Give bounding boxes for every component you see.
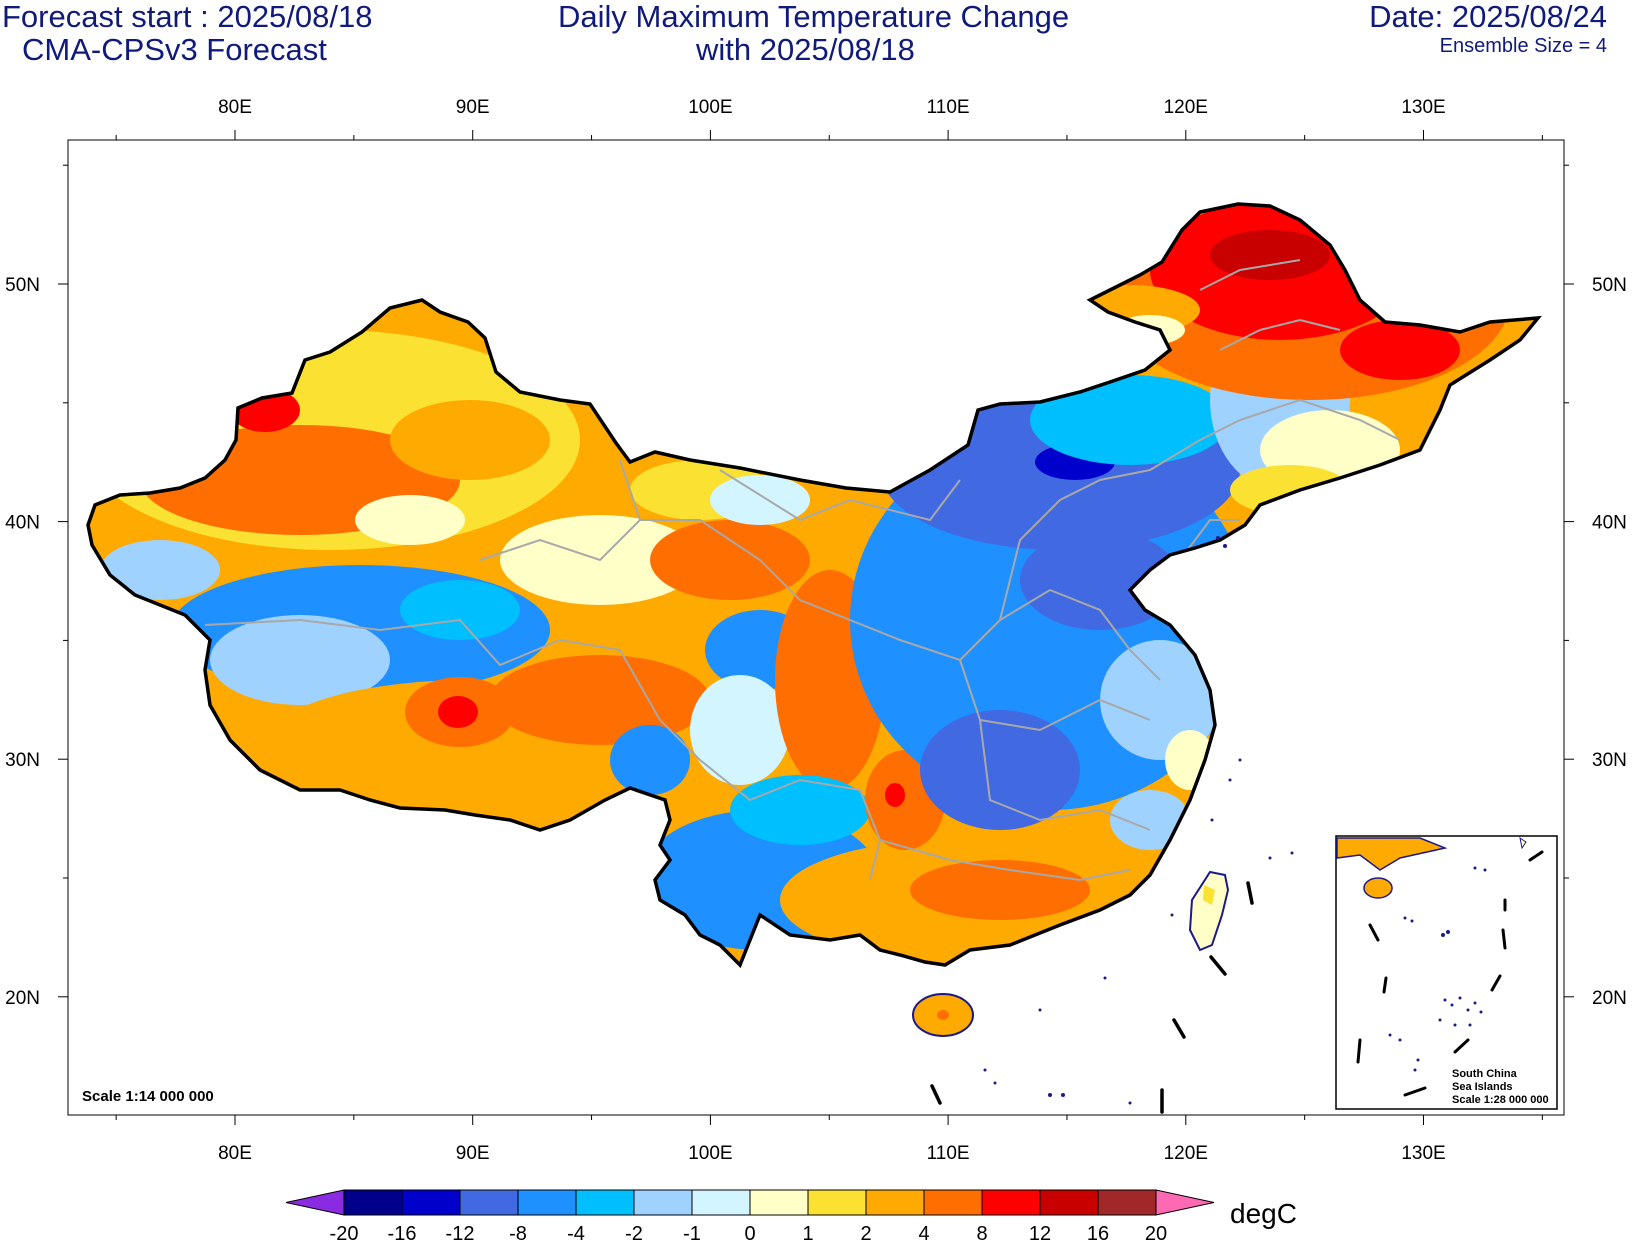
colorbar-arrow-left bbox=[285, 1189, 345, 1216]
lon-label-top: 110E bbox=[927, 97, 970, 118]
taiwan-island bbox=[1188, 870, 1230, 952]
lon-label-bottom: 100E bbox=[688, 1143, 732, 1164]
colorbar-label: 16 bbox=[1087, 1223, 1109, 1241]
nine-dash-line bbox=[930, 881, 1254, 1114]
colorbar-label: -8 bbox=[509, 1223, 527, 1241]
colorbar-box bbox=[517, 1189, 577, 1216]
inset-label-line1: South China bbox=[1452, 1068, 1518, 1080]
colorbar-box bbox=[923, 1189, 983, 1216]
lon-label-bottom: 80E bbox=[218, 1143, 252, 1164]
lat-label-right: 30N bbox=[1592, 750, 1627, 771]
colorbar-label: 20 bbox=[1145, 1223, 1167, 1241]
colorbar-label: -2 bbox=[625, 1223, 643, 1241]
colorbar-label: -20 bbox=[330, 1223, 359, 1241]
province-boundaries bbox=[204, 259, 1401, 882]
south-china-sea-inset: South China Sea Islands Scale 1:28 000 0… bbox=[1335, 835, 1558, 1110]
title-line-1: Daily Maximum Temperature Change bbox=[558, 0, 1070, 34]
axis-ticks: 80E 80E 90E 90E 100E 100E 110E 110E 120E 120E 130E… bbox=[5, 97, 1627, 1164]
lat-label-right: 50N bbox=[1592, 275, 1627, 296]
lon-label-bottom: 110E bbox=[927, 1143, 970, 1164]
forecast-start-label: Forecast start : 2025/08/18 bbox=[2, 0, 373, 34]
lon-label-top: 90E bbox=[456, 97, 490, 118]
lat-label-left: 40N bbox=[5, 513, 40, 534]
lon-label-top: 100E bbox=[688, 97, 732, 118]
colorbar-box bbox=[749, 1189, 809, 1216]
title-line-2: with 2025/08/18 bbox=[696, 32, 915, 67]
colorbar-label: 2 bbox=[860, 1223, 871, 1241]
colorbar-box bbox=[691, 1189, 751, 1216]
lon-label-top: 80E bbox=[218, 97, 252, 118]
lat-label-right: 40N bbox=[1592, 513, 1627, 534]
inset-label-line3: Scale 1:28 000 000 bbox=[1452, 1094, 1549, 1106]
colorbar-box bbox=[807, 1189, 867, 1216]
lat-label-right: 20N bbox=[1592, 988, 1627, 1009]
inset-label-line2: Sea Islands bbox=[1452, 1081, 1513, 1093]
colorbar-unit: degC bbox=[1230, 1198, 1297, 1229]
lat-label-left: 20N bbox=[5, 988, 40, 1009]
colorbar-label: 0 bbox=[744, 1223, 755, 1241]
lat-label-left: 30N bbox=[5, 750, 40, 771]
colorbar-label: 4 bbox=[918, 1223, 929, 1241]
scale-note: Scale 1:14 000 000 bbox=[82, 1088, 214, 1105]
lon-label-top: 120E bbox=[1164, 97, 1208, 118]
colorbar: -20 -16 -12 -8 -4 -2 -1 0 1 2 4 8 12 16 20 bbox=[285, 1189, 1215, 1241]
colorbar-box bbox=[865, 1189, 925, 1216]
date-label: Date: 2025/08/24 bbox=[1369, 0, 1607, 34]
lon-label-top: 130E bbox=[1401, 97, 1445, 118]
colorbar-box bbox=[981, 1189, 1041, 1216]
colorbar-box bbox=[401, 1189, 461, 1216]
lat-label-left: 50N bbox=[5, 275, 40, 296]
colorbar-label: 12 bbox=[1029, 1223, 1051, 1241]
colorbar-box bbox=[633, 1189, 693, 1216]
colorbar-label: -16 bbox=[388, 1223, 417, 1241]
colorbar-box bbox=[1097, 1189, 1157, 1216]
colorbar-box bbox=[1039, 1189, 1099, 1216]
colorbar-label: -12 bbox=[446, 1223, 475, 1241]
lon-label-bottom: 90E bbox=[456, 1143, 490, 1164]
colorbar-box bbox=[459, 1189, 519, 1216]
coastal-islands bbox=[983, 536, 1294, 1105]
colorbar-label: -1 bbox=[683, 1223, 701, 1241]
ensemble-size-label: Ensemble Size = 4 bbox=[1439, 35, 1607, 57]
colorbar-arrow-right bbox=[1155, 1189, 1215, 1216]
colorbar-label: 1 bbox=[802, 1223, 813, 1241]
lon-label-bottom: 120E bbox=[1164, 1143, 1208, 1164]
model-label: CMA-CPSv3 Forecast bbox=[22, 32, 327, 67]
colorbar-box bbox=[575, 1189, 635, 1216]
lon-label-bottom: 130E bbox=[1401, 1143, 1445, 1164]
colorbar-label: 8 bbox=[976, 1223, 987, 1241]
colorbar-label: -4 bbox=[567, 1223, 585, 1241]
colorbar-box bbox=[343, 1189, 403, 1216]
